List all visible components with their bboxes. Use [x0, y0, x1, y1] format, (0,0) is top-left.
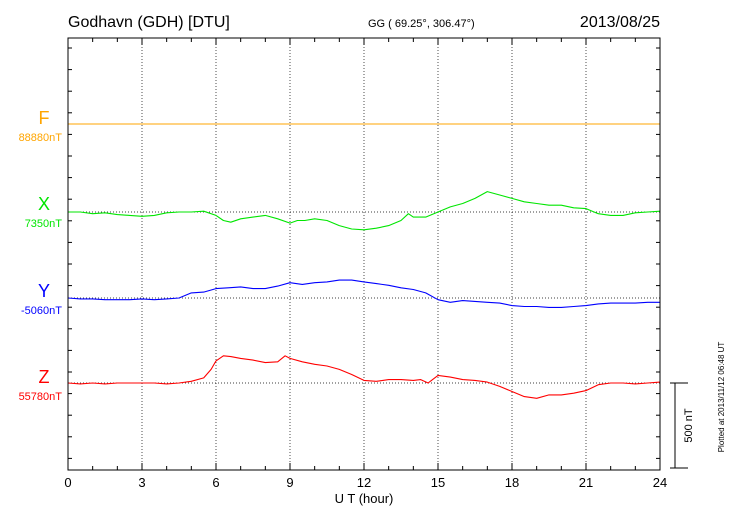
plot-date: 2013/08/25	[580, 14, 660, 31]
plotted-timestamp: Plotted at 2013/11/12 06:48 UT	[717, 342, 726, 453]
x-tick-label: 6	[212, 475, 219, 490]
channel-name-f: F	[39, 108, 50, 128]
x-tick-label: 21	[579, 475, 593, 490]
channel-baseline-z: 55780nT	[19, 391, 63, 403]
x-axis: 0 3 6 9 12 15 18 21 24	[64, 38, 667, 490]
x-tick-label: 18	[505, 475, 519, 490]
x-tick-label: 12	[357, 475, 371, 490]
x-tick-label: 24	[653, 475, 667, 490]
station-coordinates: GG ( 69.25°, 306.47°)	[368, 18, 475, 30]
channel-name-x: X	[38, 194, 50, 214]
x-tick-label: 0	[64, 475, 71, 490]
grid	[68, 38, 660, 470]
station-title: Godhavn (GDH) [DTU]	[68, 14, 230, 31]
scale-bar-label: 500 nT	[683, 408, 695, 443]
channel-name-z: Z	[39, 367, 50, 387]
channel-baseline-x: 7350nT	[25, 218, 63, 230]
series-layer	[67, 123, 661, 399]
channel-labels: F 88880nT X 7350nT Y -5060nT Z 55780nT	[19, 108, 63, 403]
channel-baseline-y: -5060nT	[21, 305, 62, 317]
channel-baseline-f: 88880nT	[19, 132, 63, 144]
series-line-y	[67, 279, 660, 308]
channel-name-y: Y	[38, 281, 50, 301]
x-tick-label: 9	[286, 475, 293, 490]
series-line-x	[68, 191, 661, 231]
x-axis-title: U T (hour)	[335, 491, 394, 506]
series-line-z	[67, 355, 661, 399]
x-tick-label: 3	[138, 475, 145, 490]
x-tick-label: 15	[431, 475, 445, 490]
scale-bar: 500 nT	[670, 382, 695, 469]
